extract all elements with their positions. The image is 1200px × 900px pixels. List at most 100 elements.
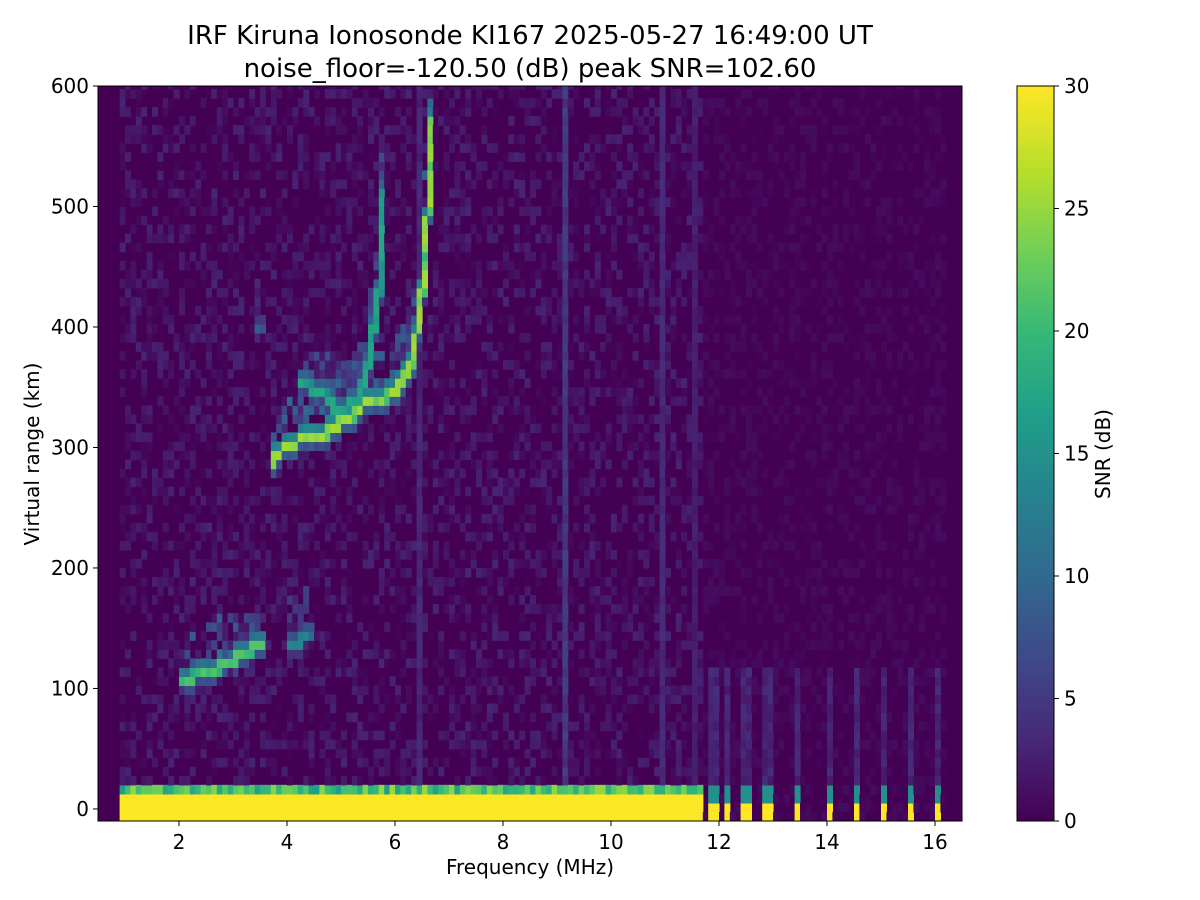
heatmap-cell (119, 89, 126, 99)
heatmap-cell (303, 522, 310, 533)
heatmap-cell (708, 748, 715, 759)
heatmap-cell (535, 739, 542, 750)
heatmap-cell (497, 631, 504, 641)
heatmap-cell (405, 333, 412, 343)
heatmap-cell (357, 667, 364, 678)
heatmap-cell (562, 387, 569, 397)
heatmap-cell (697, 269, 704, 280)
heatmap-cell (616, 305, 623, 316)
heatmap-cell (152, 784, 158, 795)
heatmap-cell (243, 748, 250, 759)
heatmap-cell (303, 152, 310, 162)
heatmap-cell (200, 414, 207, 424)
heatmap-cell (141, 811, 148, 821)
heatmap-cell (362, 631, 369, 641)
heatmap-cell (497, 224, 504, 235)
heatmap-cell (243, 775, 250, 786)
heatmap-cell (297, 522, 304, 533)
heatmap-cell (400, 125, 407, 135)
heatmap-cell (454, 649, 461, 659)
heatmap-cell (422, 784, 428, 795)
heatmap-cell (551, 540, 558, 551)
heatmap-cell (184, 323, 191, 334)
heatmap-cell (395, 107, 401, 117)
heatmap-cell (308, 676, 315, 687)
heatmap-cell (378, 161, 385, 171)
heatmap-cell (276, 802, 283, 813)
heatmap-cell (335, 595, 342, 605)
heatmap-cell (222, 143, 229, 153)
heatmap-cell (692, 558, 698, 569)
heatmap-cell (346, 495, 353, 506)
heatmap-cell (276, 793, 283, 804)
heatmap-cell (243, 477, 250, 488)
heatmap-cell (794, 107, 801, 117)
heatmap-cell (449, 206, 455, 217)
heatmap-cell (756, 351, 763, 361)
heatmap-cell (805, 260, 812, 271)
heatmap-cell (405, 567, 412, 578)
heatmap-cell (611, 197, 617, 208)
heatmap-cell (735, 342, 742, 352)
heatmap-cell (805, 513, 812, 524)
heatmap-cell (557, 793, 563, 804)
heatmap-cell (589, 640, 596, 650)
heatmap-cell (303, 604, 310, 614)
heatmap-cell (308, 107, 315, 117)
heatmap-cell (119, 278, 126, 289)
heatmap-cell (476, 170, 482, 180)
heatmap-cell (130, 450, 137, 461)
heatmap-cell (254, 495, 261, 506)
heatmap-cell (308, 333, 315, 343)
heatmap-cell (573, 495, 580, 506)
heatmap-cell (270, 459, 277, 470)
heatmap-cell (546, 721, 553, 732)
heatmap-cell (567, 595, 574, 605)
heatmap-cell (308, 739, 315, 750)
heatmap-cell (454, 296, 461, 307)
heatmap-cell (756, 757, 763, 768)
heatmap-cell (735, 811, 742, 821)
heatmap-cell (530, 251, 536, 262)
heatmap-cell (600, 577, 607, 587)
heatmap-cell (206, 649, 212, 659)
heatmap-cell (238, 224, 245, 235)
heatmap-cell (621, 640, 628, 650)
heatmap-cell (254, 287, 261, 298)
heatmap-cell (535, 468, 542, 479)
heatmap-cell (605, 721, 612, 732)
heatmap-cell (427, 134, 434, 144)
heatmap-cell (416, 477, 423, 488)
heatmap-cell (470, 432, 477, 443)
heatmap-cell (670, 369, 677, 379)
heatmap-cell (130, 721, 137, 732)
heatmap-cell (411, 775, 418, 786)
heatmap-cell (449, 504, 455, 515)
heatmap-cell (810, 622, 817, 632)
heatmap-cell (324, 694, 331, 705)
heatmap-cell (200, 531, 207, 542)
heatmap-cell (222, 540, 229, 551)
heatmap-cell (292, 604, 299, 614)
heatmap-cell (400, 595, 407, 605)
heatmap-cell (422, 486, 428, 497)
heatmap-cell (222, 577, 229, 587)
heatmap-cell (724, 586, 731, 596)
heatmap-cell (486, 811, 493, 821)
heatmap-cell (805, 721, 812, 732)
heatmap-cell (206, 351, 212, 361)
heatmap-cell (508, 314, 515, 325)
heatmap-cell (200, 658, 207, 668)
heatmap-cell (276, 450, 283, 461)
heatmap-cell (270, 613, 277, 623)
heatmap-cell (708, 233, 715, 244)
heatmap-cell (405, 305, 412, 316)
heatmap-cell (508, 658, 515, 668)
heatmap-cell (206, 468, 212, 479)
heatmap-cell (119, 793, 126, 804)
heatmap-cell (735, 432, 742, 443)
heatmap-cell (751, 260, 758, 271)
heatmap-cell (152, 793, 158, 804)
heatmap-cell (141, 125, 148, 135)
heatmap-cell (454, 396, 461, 406)
